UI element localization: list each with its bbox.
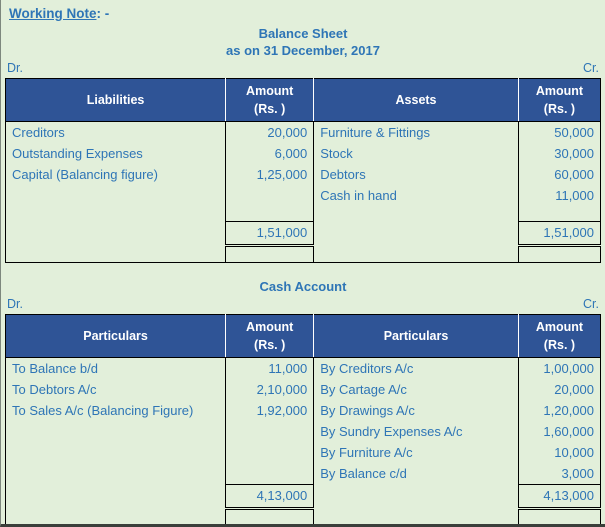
balance-sheet-dr-label: Dr. <box>7 61 23 75</box>
cash-account-table: Particulars Amount (Rs. ) Particulars Am… <box>5 314 601 524</box>
table-row: Capital (Balancing figure) 1,25,000 Debt… <box>5 164 601 185</box>
balance-sheet-title: Balance Sheet <box>258 26 348 41</box>
empty-row <box>5 508 601 524</box>
asset-cell: Furniture & Fittings <box>313 121 519 143</box>
amount-cell: 1,60,000 <box>543 423 594 439</box>
asset-cell: Cash in hand <box>313 185 519 206</box>
amount-column-header: Amount (Rs. ) <box>225 78 315 122</box>
balance-sheet-total-left: 1,51,000 <box>225 221 315 247</box>
amount-cell <box>225 463 315 485</box>
amount-cell: 1,00,000 <box>543 360 594 376</box>
amount-header-line1: Amount <box>535 84 584 98</box>
particulars-cell: By Creditors A/c <box>313 357 519 379</box>
table-row: To Balance b/d 11,000 By Creditors A/c 1… <box>5 357 601 379</box>
liabilities-column-header: Liabilities <box>5 78 227 122</box>
table-row: By Furniture A/c 10,000 <box>5 442 601 463</box>
amount-cell: 1,25,000 <box>225 164 315 185</box>
spacer-row <box>5 206 601 222</box>
particulars-cell: To Sales A/c (Balancing Figure) <box>5 400 227 421</box>
amount-header-line1: Amount <box>535 320 584 334</box>
table-row: Cash in hand 11,000 <box>5 185 601 206</box>
cash-account-dr-label: Dr. <box>7 297 23 311</box>
amount-column-header: Amount (Rs. ) <box>518 78 601 122</box>
cash-account-header-row: Particulars Amount (Rs. ) Particulars Am… <box>5 314 601 358</box>
amount-header-line1: Amount <box>246 320 294 334</box>
particulars-cell: To Debtors A/c <box>5 379 227 400</box>
amount-cell: 30,000 <box>554 145 594 161</box>
amount-cell: 1,20,000 <box>543 402 594 418</box>
table-row: To Debtors A/c 2,10,000 By Cartage A/c 2… <box>5 379 601 400</box>
table-row: Outstanding Expenses 6,000 Stock 30,000 <box>5 143 601 164</box>
balance-sheet-subtitle: as on 31 December, 2017 <box>226 43 380 58</box>
amount-cell: 20,000 <box>225 121 315 143</box>
working-note-heading: Working Note: - <box>5 5 601 22</box>
particulars-column-header: Particulars <box>5 314 227 358</box>
table-row: Creditors 20,000 Furniture & Fittings 50… <box>5 121 601 143</box>
asset-cell: Debtors <box>313 164 519 185</box>
table-row: By Sundry Expenses A/c 1,60,000 <box>5 421 601 442</box>
liability-cell: Outstanding Expenses <box>5 143 227 164</box>
asset-cell: Stock <box>313 143 519 164</box>
working-note-suffix: : - <box>96 6 110 21</box>
total-row: 4,13,000 4,13,000 <box>5 484 601 510</box>
cash-account-title: Cash Account <box>259 279 347 294</box>
amount-cell: 11,000 <box>225 357 315 379</box>
particulars-cell <box>5 463 227 485</box>
amount-column-header: Amount (Rs. ) <box>225 314 315 358</box>
assets-column-header: Assets <box>313 78 519 122</box>
particulars-cell: By Balance c/d <box>313 463 519 485</box>
amount-cell: 6,000 <box>225 143 315 164</box>
particulars-cell: By Furniture A/c <box>313 442 519 463</box>
cash-account-drcr-row: Dr. Cr. <box>5 297 601 312</box>
liability-cell: Capital (Balancing figure) <box>5 164 227 185</box>
balance-sheet-table: Liabilities Amount (Rs. ) Assets Amount … <box>5 78 601 263</box>
amount-cell: 11,000 <box>555 187 594 203</box>
amount-header-line1: Amount <box>246 84 294 98</box>
cash-account-cr-label: Cr. <box>583 297 599 311</box>
table-row: By Balance c/d 3,000 <box>5 463 601 485</box>
amount-cell: 3,000 <box>561 465 594 481</box>
particulars-column-header: Particulars <box>313 314 519 358</box>
amount-column-header: Amount (Rs. ) <box>518 314 601 358</box>
table-row: To Sales A/c (Balancing Figure) 1,92,000… <box>5 400 601 421</box>
particulars-cell <box>5 421 227 442</box>
liability-cell <box>5 185 227 206</box>
amount-cell <box>225 185 315 206</box>
total-row: 1,51,000 1,51,000 <box>5 221 601 247</box>
particulars-cell: By Drawings A/c <box>313 400 519 421</box>
amount-cell: 50,000 <box>554 124 594 140</box>
amount-cell <box>225 421 315 442</box>
balance-sheet-header-row: Liabilities Amount (Rs. ) Assets Amount … <box>5 78 601 122</box>
particulars-cell: By Cartage A/c <box>313 379 519 400</box>
amount-header-line2: (Rs. ) <box>254 338 286 352</box>
amount-cell: 60,000 <box>554 166 594 182</box>
cash-account-total-right: 4,13,000 <box>518 484 601 510</box>
empty-row <box>5 245 601 263</box>
amount-cell: 20,000 <box>554 381 594 397</box>
particulars-cell: To Balance b/d <box>5 357 227 379</box>
amount-cell: 2,10,000 <box>225 379 315 400</box>
particulars-cell: By Sundry Expenses A/c <box>313 421 519 442</box>
particulars-cell <box>5 442 227 463</box>
balance-sheet-total-right: 1,51,000 <box>518 221 601 247</box>
amount-cell <box>225 442 315 463</box>
working-note-label: Working Note <box>9 6 97 21</box>
balance-sheet-drcr-row: Dr. Cr. <box>5 61 601 76</box>
amount-header-line2: (Rs. ) <box>543 102 576 116</box>
balance-sheet-cr-label: Cr. <box>583 61 599 75</box>
amount-cell: 10,000 <box>554 444 594 460</box>
amount-cell: 1,92,000 <box>225 400 315 421</box>
amount-header-line2: (Rs. ) <box>254 102 286 116</box>
liability-cell: Creditors <box>5 121 227 143</box>
cash-account-total-left: 4,13,000 <box>225 484 315 510</box>
amount-header-line2: (Rs. ) <box>543 338 576 352</box>
